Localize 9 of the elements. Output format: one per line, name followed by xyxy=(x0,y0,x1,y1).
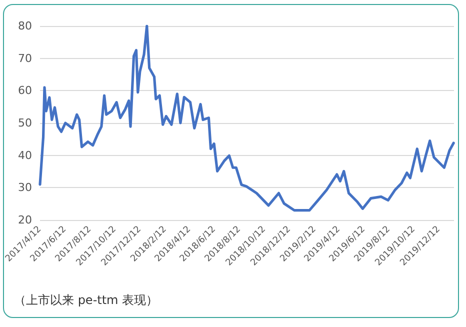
y-tick-label: 80 xyxy=(18,20,32,32)
y-tick-label: 50 xyxy=(18,116,32,130)
y-tick-label: 60 xyxy=(18,84,32,98)
text: （上市以来 pe-ttm 表现） xyxy=(14,292,158,309)
y-tick-label: 70 xyxy=(18,52,32,65)
line-series xyxy=(38,24,455,212)
y-tick-label: 30 xyxy=(18,181,32,194)
y-tick-label: 20 xyxy=(18,214,32,226)
y-tick-label: 40 xyxy=(18,148,32,162)
